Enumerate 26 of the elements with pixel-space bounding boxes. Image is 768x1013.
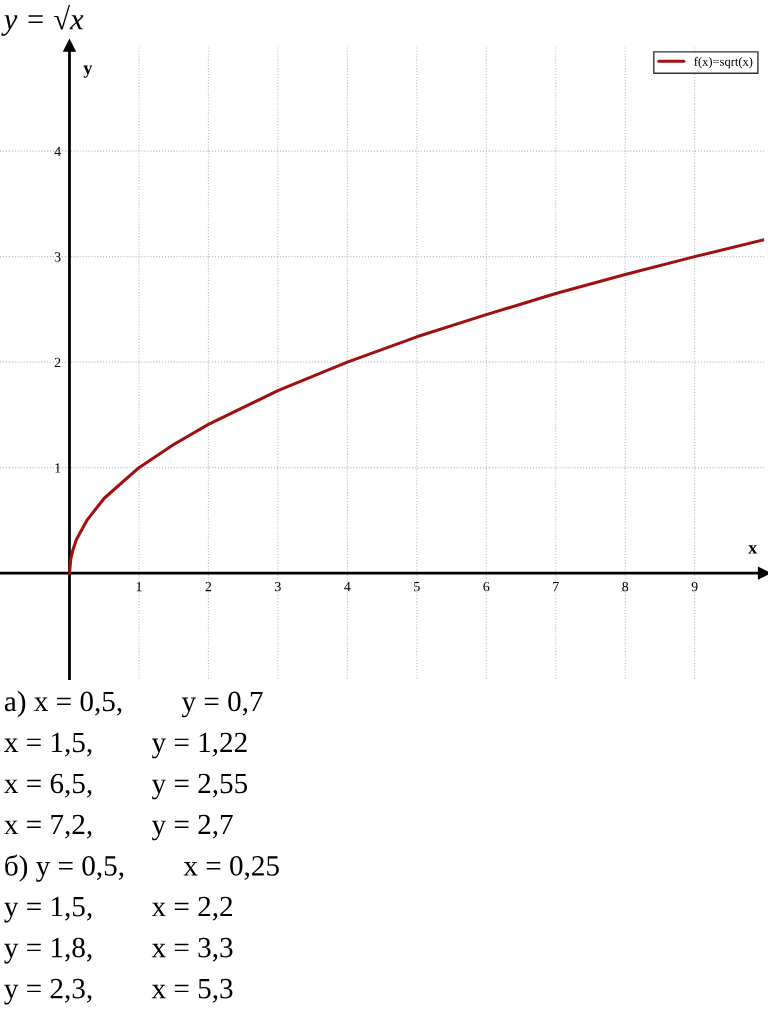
x-tick-label: 4 — [344, 582, 351, 592]
line-series — [67, 238, 765, 575]
x-tick-label: 7 — [553, 582, 559, 592]
text: y = 2,3, x = 5,3 — [4, 978, 233, 1005]
x-tick-label: 8 — [622, 581, 629, 592]
chart-title: y = √x — [1, 5, 84, 36]
text: y = 1,8, x = 3,3 — [4, 937, 233, 964]
text: x = 1,5, y = 1,22 — [4, 732, 247, 759]
x-tick-label: 6 — [483, 581, 490, 592]
x-tick-label: 2 — [205, 581, 212, 592]
text: x = 7,2, y = 2,7 — [4, 814, 233, 841]
y-tick-label: 4 — [54, 146, 61, 156]
y-tick-label: 3 — [54, 252, 61, 262]
text: а) x = 0,5, y = 0,7 — [4, 690, 263, 718]
x-tick-label: 3 — [275, 581, 281, 592]
x-tick-label: 9 — [691, 581, 698, 592]
text: x = 6,5, y = 2,55 — [4, 773, 248, 800]
y-tick-label: 1 — [55, 463, 61, 473]
y-axis-title: y — [83, 65, 93, 78]
y-tick-label: 2 — [54, 357, 61, 367]
legend-label: f(x)=sqrt(x) — [694, 56, 753, 69]
x-tick-label: 5 — [414, 582, 420, 592]
x-axis-title: x — [748, 545, 758, 554]
text: y = 1,5, x = 2,2 — [4, 896, 232, 923]
text: б) y = 0,5, x = 0,25 — [5, 854, 279, 882]
x-tick-label: 1 — [136, 581, 142, 592]
